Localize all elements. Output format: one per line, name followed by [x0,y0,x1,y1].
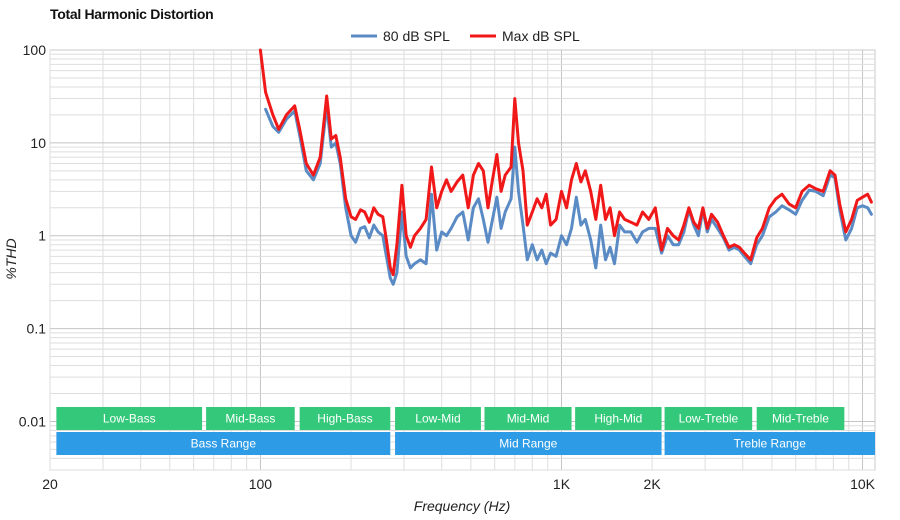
subrange-band [664,407,753,430]
subrange-band-label: Low-Bass [103,412,156,426]
x-tick-label: 100 [249,476,273,492]
subrange-band [56,407,203,430]
x-tick-label: 10K [850,476,876,492]
subrange-band [299,407,391,430]
subrange-band-label: High-Bass [317,412,372,426]
subrange-band [575,407,662,430]
x-tick-label: 20 [42,476,58,492]
x-tick-label: 1K [553,476,571,492]
range-band-label: Bass Range [191,437,257,451]
subrange-band-label: Mid-Treble [772,412,829,426]
series-line-max [258,48,873,277]
x-tick-label: 2K [644,476,662,492]
subrange-band [756,407,845,430]
y-tick-label: 100 [23,42,47,58]
subrange-band-label: High-Mid [594,412,642,426]
y-axis-label: %THD [3,238,19,279]
range-band [56,432,391,455]
subrange-band [484,407,572,430]
chart-title: Total Harmonic Distortion [50,6,213,22]
subrange-band-label: Low-Treble [679,412,739,426]
range-band [395,432,662,455]
series-line-80db [264,104,873,286]
x-axis-label: Frequency (Hz) [414,498,510,514]
y-tick-label: 0.1 [27,321,47,337]
y-tick-label: 1 [38,228,46,244]
subrange-band [206,407,295,430]
y-tick-labels: 100 10 1 0.1 0.01 [19,42,46,429]
subrange-band-label: Mid-Bass [225,412,275,426]
x-tick-labels: 20 100 1K 2K 10K [42,476,875,492]
legend-label-80db: 80 dB SPL [383,28,450,44]
y-tick-label: 10 [30,135,46,151]
range-band-label: Mid Range [499,437,557,451]
subrange-band-label: Mid-Mid [507,412,550,426]
frequency-bands: Low-Bass Mid-Bass High-Bass Low-Mid Mid-Mid H… [56,407,875,455]
legend: 80 dB SPL Max dB SPL [351,28,580,44]
legend-label-max: Max dB SPL [502,28,580,44]
series-lines [258,48,873,286]
subrange-band [395,407,481,430]
range-band-label: Treble Range [734,437,807,451]
y-tick-label: 0.01 [19,413,46,429]
subrange-band-label: Low-Mid [415,412,460,426]
range-band [664,432,875,455]
